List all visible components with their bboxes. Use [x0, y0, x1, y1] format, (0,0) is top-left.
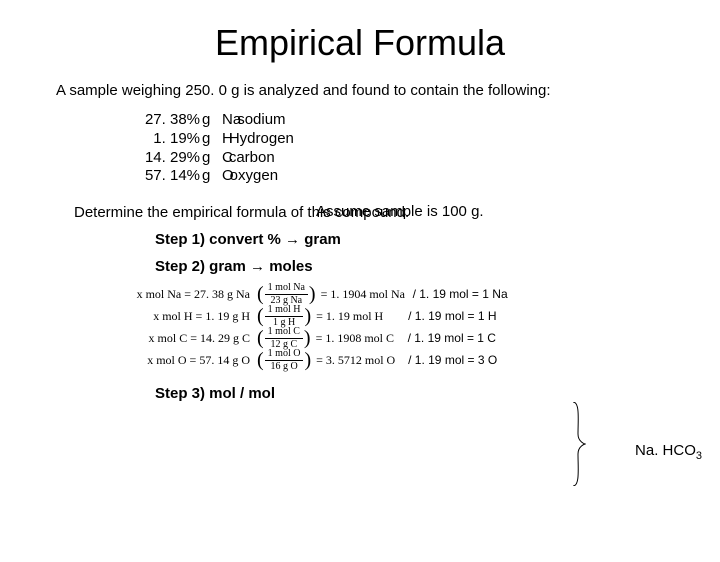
composition-block: 27. 38% g Nasodium 1. 19% g HHydrogen 14… — [130, 111, 720, 186]
calc-lhs: x mol C = 14. 29 g C — [110, 327, 254, 349]
brace-icon — [572, 402, 586, 486]
comp-value: 1. 19% — [130, 130, 202, 149]
calc-result: = 3. 5712 mol O — [316, 349, 406, 371]
calc-fraction: ( 1 mol O16 g O ) — [256, 349, 312, 372]
calc-row: x mol O = 57. 14 g O ( 1 mol O16 g O ) =… — [110, 349, 720, 371]
step-2: Step 2) gram → moles — [155, 258, 720, 275]
comp-g: g — [202, 111, 222, 130]
paren-left-icon: ( — [256, 285, 265, 303]
calc-result: = 1. 19 mol H — [316, 305, 406, 327]
calc-result: = 1. 1904 mol Na — [321, 283, 411, 305]
calc-fraction: ( 1 mol Na23 g Na ) — [256, 283, 317, 306]
paren-left-icon: ( — [256, 329, 265, 347]
step-1: Step 1) convert % → gram — [155, 231, 720, 248]
comp-row: 57. 14% g Ooxygen — [130, 167, 720, 186]
comp-g: g — [202, 149, 222, 168]
assume-text: Assume sample is 100 g. — [316, 203, 484, 220]
paren-right-icon: ) — [303, 329, 312, 347]
calc-div: / 1. 19 mol = 1 H — [408, 305, 496, 327]
calc-fraction: ( 1 mol H1 g H ) — [256, 305, 312, 328]
comp-value: 57. 14% — [130, 167, 202, 186]
paren-right-icon: ) — [303, 351, 312, 369]
comp-element: Ooxygen — [222, 167, 312, 186]
paren-left-icon: ( — [256, 307, 265, 325]
empirical-formula: Na. HCO3 — [635, 442, 702, 462]
calc-lhs: x mol H = 1. 19 g H — [110, 305, 254, 327]
step-3: Step 3) mol / mol — [155, 385, 720, 402]
comp-g: g — [202, 167, 222, 186]
comp-value: 27. 38% — [130, 111, 202, 130]
calc-row: x mol Na = 27. 38 g Na ( 1 mol Na23 g Na… — [110, 283, 720, 305]
calculation-block: x mol Na = 27. 38 g Na ( 1 mol Na23 g Na… — [110, 283, 720, 371]
calc-fraction: ( 1 mol C12 g C ) — [256, 327, 312, 350]
page-title: Empirical Formula — [0, 22, 720, 64]
calc-lhs: x mol O = 57. 14 g O — [110, 349, 254, 371]
calc-div: / 1. 19 mol = 1 C — [408, 327, 496, 349]
comp-element: Nasodium — [222, 111, 312, 130]
paren-right-icon: ) — [303, 307, 312, 325]
calc-result: = 1. 1908 mol C — [316, 327, 406, 349]
intro-text: A sample weighing 250. 0 g is analyzed a… — [56, 82, 720, 99]
paren-left-icon: ( — [256, 351, 265, 369]
comp-row: 14. 29% g Ccarbon — [130, 149, 720, 168]
comp-row: 1. 19% g HHydrogen — [130, 130, 720, 149]
calc-row: x mol C = 14. 29 g C ( 1 mol C12 g C ) =… — [110, 327, 720, 349]
comp-g: g — [202, 130, 222, 149]
comp-element: Ccarbon — [222, 149, 312, 168]
calc-div: / 1. 19 mol = 3 O — [408, 349, 497, 371]
paren-right-icon: ) — [308, 285, 317, 303]
calc-row: x mol H = 1. 19 g H ( 1 mol H1 g H ) = 1… — [110, 305, 720, 327]
comp-row: 27. 38% g Nasodium — [130, 111, 720, 130]
calc-lhs: x mol Na = 27. 38 g Na — [110, 283, 254, 305]
comp-value: 14. 29% — [130, 149, 202, 168]
calc-div: / 1. 19 mol = 1 Na — [413, 283, 508, 305]
comp-element: HHydrogen — [222, 130, 312, 149]
